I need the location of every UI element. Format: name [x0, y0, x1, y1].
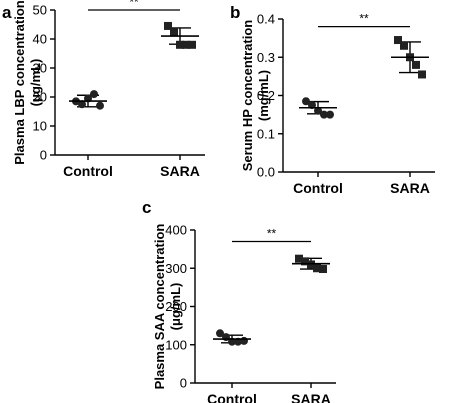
y-tick-label: 0: [180, 376, 187, 391]
y-axis-title-line: Serum HP concentration: [240, 20, 255, 172]
y-tick-label: 50: [33, 3, 47, 18]
data-point: [182, 40, 190, 49]
data-point: [314, 106, 322, 115]
data-point: [319, 265, 327, 274]
x-tick-label: Control: [63, 163, 113, 179]
panel-c: c 0 100 200 300 400 Control SARA Plasma SAA conc…: [142, 198, 336, 403]
data-point: [216, 329, 224, 338]
significance-label: **: [267, 226, 277, 240]
series-sara: [391, 36, 429, 79]
data-point: [90, 90, 98, 99]
x-tick-label: Control: [293, 180, 343, 196]
data-point: [170, 27, 178, 36]
panel-letter: a: [2, 3, 12, 22]
data-point: [188, 40, 196, 49]
y-tick-label: 20: [33, 90, 47, 105]
data-point: [313, 264, 321, 273]
y-axis-title: Serum HP concentration(mg/mL): [240, 20, 271, 172]
data-point: [418, 70, 426, 79]
data-point: [295, 254, 303, 263]
y-tick-label: 100: [165, 337, 187, 352]
series-sara: [161, 21, 199, 49]
panel-a: a 0 10 20 30 40 50 Control SARA Plasma LBP concen…: [2, 0, 205, 179]
panel-b: b 0.0 0.1 0.2 0.3 0.4 Control SARA Serum HP conc…: [230, 3, 435, 196]
data-point: [301, 257, 309, 266]
significance-label: **: [129, 0, 139, 9]
y-tick-label: 200: [165, 299, 187, 314]
panel-letter: c: [142, 198, 151, 217]
series-sara: [292, 254, 330, 274]
y-tick-label: 0.0: [257, 165, 275, 180]
series-control: [213, 329, 251, 346]
data-point: [302, 97, 310, 106]
y-tick-label: 30: [33, 61, 47, 76]
y-tick-label: 400: [165, 223, 187, 238]
data-point: [240, 336, 248, 345]
y-tick-label: 0.4: [257, 12, 275, 27]
y-tick-label: 0.1: [257, 126, 275, 141]
y-axis-title: Plasma LBP concentration(μg/mL): [12, 0, 43, 165]
data-point: [394, 36, 402, 45]
y-axis-title-line: Plasma SAA concentration: [152, 224, 167, 390]
y-axis-title-line: (mg/mL): [256, 70, 271, 121]
x-tick-label: SARA: [390, 180, 430, 196]
data-point: [78, 100, 86, 109]
series-control: [69, 90, 107, 110]
significance-label: **: [359, 12, 369, 26]
y-axis-title-line: (μg/mL): [168, 283, 183, 331]
y-tick-label: 40: [33, 32, 47, 47]
y-axis-title-line: Plasma LBP concentration: [12, 0, 27, 165]
data-point: [96, 101, 104, 110]
y-axis-title-line: (μg/mL): [28, 59, 43, 107]
data-point: [400, 41, 408, 50]
x-tick-label: SARA: [291, 391, 331, 403]
y-tick-label: 0: [40, 148, 47, 163]
y-axis-title: Plasma SAA concentration(μg/mL): [152, 224, 183, 390]
y-tick-label: 0.2: [257, 88, 275, 103]
series-control: [299, 97, 337, 119]
data-point: [326, 110, 334, 119]
y-tick-label: 0.3: [257, 50, 275, 65]
panel-letter: b: [230, 3, 240, 22]
y-tick-label: 300: [165, 261, 187, 276]
data-point: [412, 60, 420, 69]
data-point: [320, 110, 328, 119]
data-point: [164, 21, 172, 30]
x-tick-label: Control: [207, 391, 257, 403]
x-tick-label: SARA: [160, 163, 200, 179]
y-tick-label: 10: [33, 119, 47, 134]
data-point: [176, 40, 184, 49]
